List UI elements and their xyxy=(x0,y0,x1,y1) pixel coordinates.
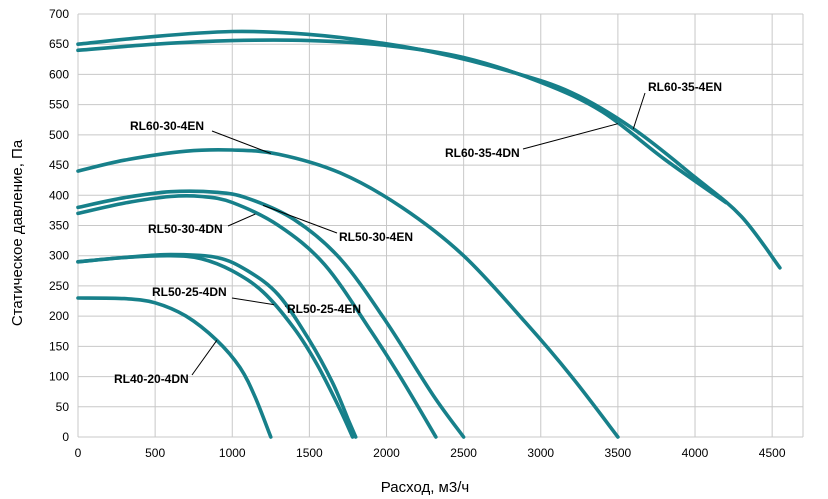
leader-line-rl60-30-4en xyxy=(211,130,271,154)
y-axis-label: Статическое давление, Па xyxy=(9,139,26,326)
curve-rl50-25-4en xyxy=(76,252,358,439)
annotation-rl50-30-4en: RL50-30-4EN xyxy=(339,230,413,244)
y-tick-label: 450 xyxy=(49,158,69,172)
annotation-rl60-30-4en: RL60-30-4EN xyxy=(130,119,204,133)
series-curves xyxy=(76,29,782,439)
x-tick-label: 4000 xyxy=(682,446,709,460)
annotation-rl60-35-4en: RL60-35-4EN xyxy=(648,80,722,94)
y-tick-label: 350 xyxy=(49,219,69,233)
leader-line-rl60-35-4dn xyxy=(522,123,619,150)
y-tick-label: 50 xyxy=(56,400,70,414)
y-tick-label: 0 xyxy=(62,430,69,444)
annotation-rl60-35-4dn: RL60-35-4DN xyxy=(445,146,520,160)
annotation-rl40-20-4dn: RL40-20-4DN xyxy=(114,372,189,386)
curve-rl50-30-4dn xyxy=(76,193,438,439)
y-tick-label: 500 xyxy=(49,128,69,142)
annotation-rl50-30-4dn: RL50-30-4DN xyxy=(148,222,223,236)
leader-line-rl50-25-4dn xyxy=(231,297,274,306)
y-tick-label: 300 xyxy=(49,249,69,263)
leader-line-rl50-30-4dn xyxy=(227,213,256,227)
y-tick-label: 150 xyxy=(49,339,69,353)
annotation-rl50-25-4en: RL50-25-4EN xyxy=(287,302,361,316)
y-tick-label: 600 xyxy=(49,67,69,81)
x-tick-label: 1500 xyxy=(296,446,323,460)
leader-line-rl60-35-4en xyxy=(632,92,646,129)
x-tick-label: 500 xyxy=(145,446,165,460)
y-tick-label: 400 xyxy=(49,188,69,202)
curve-rl60-30-4en xyxy=(76,147,620,439)
x-tick-label: 4500 xyxy=(759,446,786,460)
y-tick-label: 200 xyxy=(49,309,69,323)
x-tick-label: 0 xyxy=(75,446,82,460)
x-axis-label: Расход, м3/ч xyxy=(381,479,469,496)
curve-rl50-30-4en xyxy=(76,189,466,439)
curve-rl40-20-4dn xyxy=(76,296,273,439)
grid xyxy=(77,13,804,438)
x-tick-label: 1000 xyxy=(219,446,246,460)
y-tick-label: 650 xyxy=(49,37,69,51)
leader-line-rl50-30-4en xyxy=(262,204,338,234)
x-tick-label: 3500 xyxy=(605,446,632,460)
annotation-rl50-25-4dn: RL50-25-4DN xyxy=(152,285,227,299)
curve-annotations: RL60-35-4EN RL60-35-4DN RL60-30-4EN RL50-30… xyxy=(114,80,722,386)
y-tick-label: 100 xyxy=(49,370,69,384)
y-tick-label: 250 xyxy=(49,279,69,293)
y-tick-label: 700 xyxy=(49,7,69,21)
curve-rl60-35-4en xyxy=(76,29,782,270)
x-tick-label: 3000 xyxy=(527,446,554,460)
y-tick-label: 550 xyxy=(49,98,69,112)
leader-line-rl40-20-4dn xyxy=(191,340,218,376)
x-tick-label: 2500 xyxy=(450,446,477,460)
tick-labels: 0 500 1000 1500 2000 2500 3000 3500 4000 4500 0 50 1… xyxy=(49,7,786,460)
x-tick-label: 2000 xyxy=(373,446,400,460)
